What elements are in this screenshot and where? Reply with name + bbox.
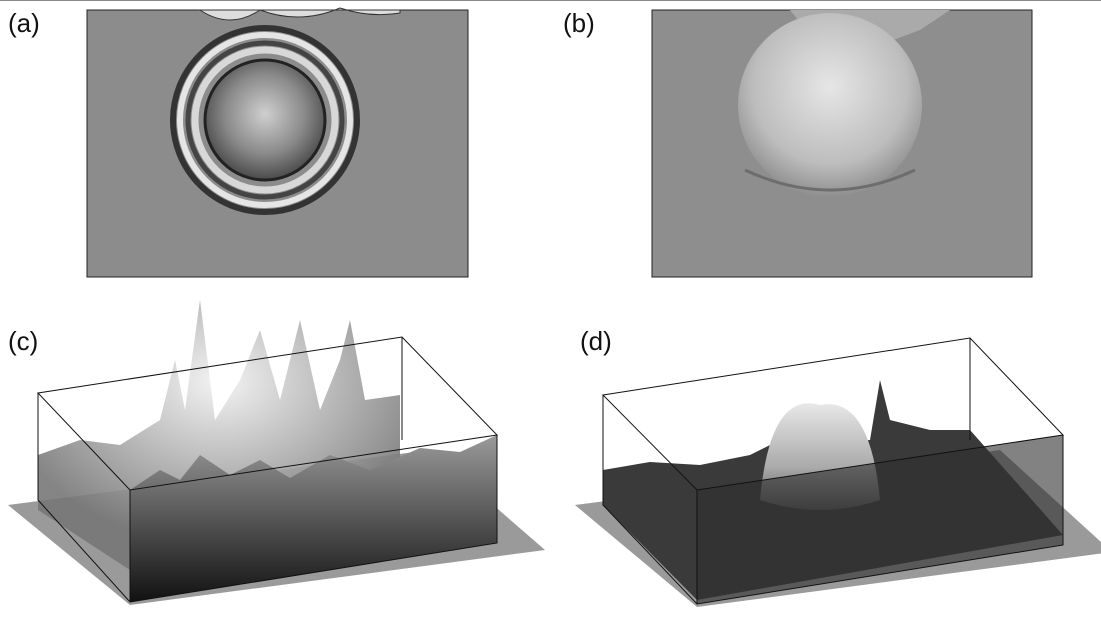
panel-label: (a) [8, 8, 40, 38]
figure: (a) (b) (c) (d) [0, 0, 1101, 617]
surface-c [8, 300, 545, 605]
image-b [652, 10, 1032, 277]
panel-label: (d) [580, 326, 612, 356]
image-a [87, 8, 468, 277]
surface-d [575, 338, 1101, 607]
panel-label: (b) [563, 8, 595, 38]
panel-label: (c) [8, 326, 38, 356]
page: (a) (b) (c) (d) [0, 0, 1101, 617]
